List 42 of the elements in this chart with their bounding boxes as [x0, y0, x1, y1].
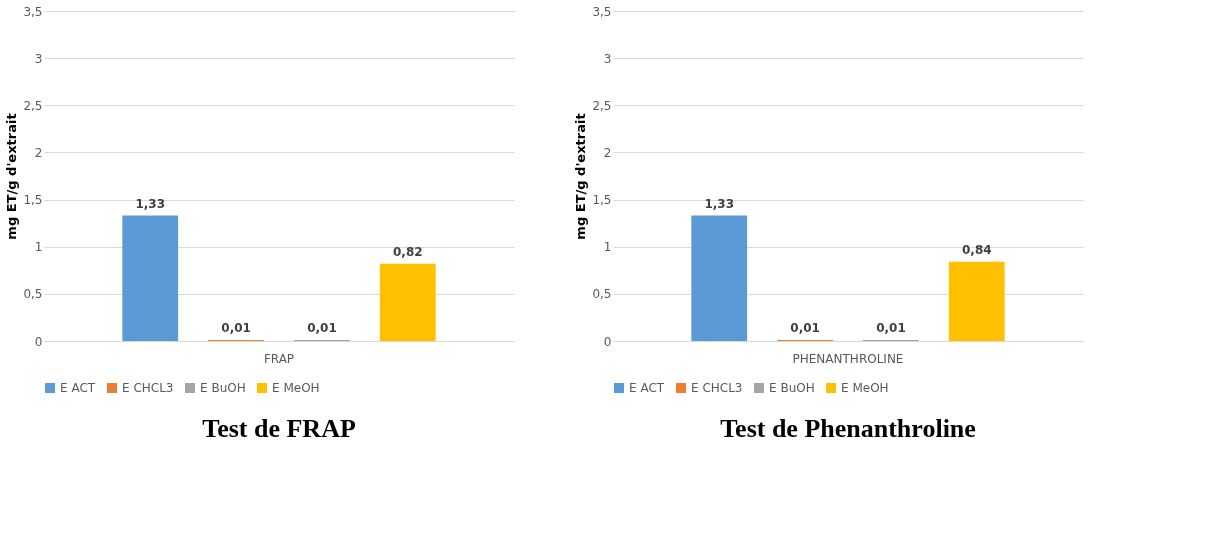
legend-label: E MeOH	[841, 381, 889, 395]
y-tick-label: 0	[603, 334, 612, 349]
data-label: 0,01	[221, 321, 251, 336]
y-tick-label: 2,5	[23, 98, 43, 113]
x-tick-label: FRAP	[263, 351, 295, 366]
y-tick-label: 2	[34, 145, 43, 160]
legend-label: E ACT	[60, 381, 96, 395]
bar	[948, 261, 1005, 341]
y-axis-title: mg ET/g d'extrait	[573, 113, 589, 240]
data-label: 0,01	[790, 321, 820, 336]
y-tick-label: 1,5	[592, 193, 612, 208]
y-tick-label: 2	[603, 145, 612, 160]
legend-label: E CHCL3	[122, 381, 174, 395]
legend-label: E ACT	[629, 381, 665, 395]
y-tick-label: 1	[603, 240, 612, 255]
legend-label: E BuOH	[769, 381, 815, 395]
bar	[691, 215, 748, 341]
data-label: 0,01	[307, 321, 337, 336]
y-tick-label: 2,5	[592, 98, 612, 113]
data-label: 1,33	[704, 196, 735, 211]
data-label: 0,82	[392, 244, 423, 259]
legend-label: E MeOH	[272, 381, 320, 395]
y-tick-label: 3,5	[592, 4, 612, 19]
y-axis-title: mg ET/g d'extrait	[4, 113, 20, 240]
x-tick-label: PHENANTHROLINE	[792, 351, 904, 366]
legend-label: E CHCL3	[691, 381, 743, 395]
y-tick-label: 1	[34, 240, 43, 255]
y-tick-label: 3,5	[23, 4, 43, 19]
legend-label: E BuOH	[200, 381, 246, 395]
text: Test de Phenanthroline	[720, 414, 976, 443]
bar	[122, 215, 179, 341]
data-label: 0,84	[961, 242, 992, 257]
data-label: 1,33	[135, 196, 166, 211]
text: Test de FRAP	[202, 414, 356, 443]
data-label: 0,01	[876, 321, 906, 336]
y-tick-label: 3	[34, 51, 43, 66]
y-tick-label: 1,5	[23, 193, 43, 208]
y-tick-label: 0	[34, 334, 43, 349]
y-tick-label: 3	[603, 51, 612, 66]
y-tick-label: 0,5	[592, 287, 612, 302]
y-tick-label: 0,5	[23, 287, 43, 302]
bar	[379, 263, 436, 341]
